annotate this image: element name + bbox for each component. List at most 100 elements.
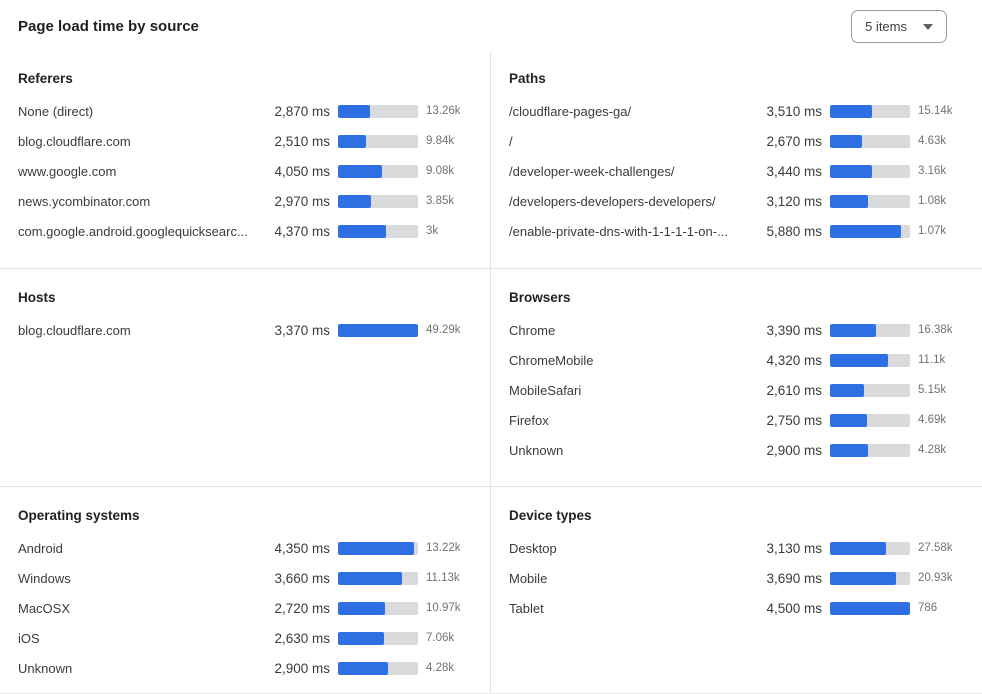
row-label: www.google.com: [18, 163, 117, 179]
bar-fill: [338, 661, 389, 675]
row-count: 3.85k: [426, 195, 455, 207]
bar-fill: [830, 104, 873, 118]
bar-fill: [830, 443, 869, 457]
table-row[interactable]: blog.cloudflare.com 3,370 ms 49.29k: [18, 315, 472, 345]
row-count: 3.16k: [918, 165, 947, 177]
bar-fill: [830, 224, 902, 238]
table-row[interactable]: / 2,670 ms 4.63k: [509, 126, 964, 156]
row-ms-value: 4,370 ms: [274, 223, 330, 239]
row-ms-value: 2,610 ms: [766, 382, 822, 398]
row-label: Firefox: [509, 412, 549, 428]
items-count-value: 5 items: [865, 18, 907, 34]
bar-track: [338, 224, 418, 238]
table-row[interactable]: Chrome 3,390 ms 16.38k: [509, 315, 964, 345]
row-ms-value: 4,050 ms: [274, 163, 330, 179]
chevron-down-icon: [923, 24, 933, 30]
panel-browsers: Browsers Chrome 3,390 ms 16.38k ChromeMo…: [491, 268, 982, 486]
panel-title: Referers: [18, 71, 73, 86]
table-row[interactable]: Windows 3,660 ms 11.13k: [18, 563, 472, 593]
row-label: Unknown: [18, 660, 73, 676]
row-count: 27.58k: [918, 542, 953, 554]
table-row[interactable]: Firefox 2,750 ms 4.69k: [509, 405, 964, 435]
table-row[interactable]: blog.cloudflare.com 2,510 ms 9.84k: [18, 126, 472, 156]
panel-operating-systems: Operating systems Android 4,350 ms 13.22…: [0, 486, 491, 694]
table-row[interactable]: Mobile 3,690 ms 20.93k: [509, 563, 964, 593]
bar-track: [338, 541, 418, 555]
bar-track: [830, 224, 910, 238]
row-label: Unknown: [509, 442, 564, 458]
bar-fill: [338, 194, 371, 208]
bar-track: [338, 601, 418, 615]
panel-title: Operating systems: [18, 508, 140, 523]
row-label: None (direct): [18, 103, 94, 119]
table-row[interactable]: www.google.com 4,050 ms 9.08k: [18, 156, 472, 186]
row-label: MobileSafari: [509, 382, 582, 398]
row-count: 11.1k: [918, 354, 946, 366]
row-count: 4.28k: [426, 662, 455, 674]
table-row[interactable]: /developers-developers-developers/ 3,120…: [509, 186, 964, 216]
row-label: blog.cloudflare.com: [18, 133, 131, 149]
panel-title: Browsers: [509, 290, 571, 305]
bar-track: [338, 323, 418, 337]
widget-header: Page load time by source 5 items: [0, 0, 982, 52]
row-label: Android: [18, 540, 63, 556]
bar-fill: [830, 323, 876, 337]
table-row[interactable]: Unknown 2,900 ms 4.28k: [509, 435, 964, 465]
row-count: 9.08k: [426, 165, 455, 177]
table-row[interactable]: None (direct) 2,870 ms 13.26k: [18, 96, 472, 126]
row-ms-value: 3,390 ms: [766, 322, 822, 338]
bar-track: [830, 443, 910, 457]
bar-fill: [338, 541, 414, 555]
bar-track: [338, 194, 418, 208]
row-count: 1.07k: [918, 225, 947, 237]
row-ms-value: 2,900 ms: [766, 442, 822, 458]
table-row[interactable]: Desktop 3,130 ms 27.58k: [509, 533, 964, 563]
table-row[interactable]: news.ycombinator.com 2,970 ms 3.85k: [18, 186, 472, 216]
row-count: 4.69k: [918, 414, 947, 426]
bar-fill: [338, 224, 386, 238]
row-ms-value: 4,320 ms: [766, 352, 822, 368]
row-label: /: [509, 133, 513, 149]
row-label: /developers-developers-developers/: [509, 193, 716, 209]
row-ms-value: 2,720 ms: [274, 600, 330, 616]
bar-track: [830, 104, 910, 118]
table-row[interactable]: Android 4,350 ms 13.22k: [18, 533, 472, 563]
bar-track: [830, 194, 910, 208]
table-row[interactable]: Unknown 2,900 ms 4.28k: [18, 653, 472, 683]
row-ms-value: 2,970 ms: [274, 193, 330, 209]
row-ms-value: 5,880 ms: [766, 223, 822, 239]
row-ms-value: 3,120 ms: [766, 193, 822, 209]
table-row[interactable]: com.google.android.googlequicksearc... 4…: [18, 216, 472, 246]
bar-track: [830, 601, 910, 615]
row-ms-value: 4,350 ms: [274, 540, 330, 556]
row-label: iOS: [18, 630, 40, 646]
row-count: 20.93k: [918, 572, 953, 584]
row-label: MacOSX: [18, 600, 71, 616]
table-row[interactable]: ChromeMobile 4,320 ms 11.1k: [509, 345, 964, 375]
table-row[interactable]: MacOSX 2,720 ms 10.97k: [18, 593, 472, 623]
table-row[interactable]: MobileSafari 2,610 ms 5.15k: [509, 375, 964, 405]
table-row[interactable]: /cloudflare-pages-ga/ 3,510 ms 15.14k: [509, 96, 964, 126]
panel-title: Device types: [509, 508, 592, 523]
items-count-dropdown[interactable]: 5 items: [851, 9, 947, 43]
row-count: 13.26k: [426, 105, 461, 117]
bar-fill: [830, 353, 888, 367]
row-ms-value: 3,510 ms: [766, 103, 822, 119]
row-count: 5.15k: [918, 384, 947, 396]
table-row[interactable]: Tablet 4,500 ms 786: [509, 593, 964, 623]
bar-track: [830, 164, 910, 178]
bar-track: [830, 353, 910, 367]
row-label: com.google.android.googlequicksearc...: [18, 223, 248, 239]
bar-track: [830, 134, 910, 148]
bar-fill: [830, 601, 910, 615]
row-label: news.ycombinator.com: [18, 193, 151, 209]
bar-fill: [338, 571, 402, 585]
table-row[interactable]: iOS 2,630 ms 7.06k: [18, 623, 472, 653]
row-count: 11.13k: [426, 572, 460, 584]
table-row[interactable]: /developer-week-challenges/ 3,440 ms 3.1…: [509, 156, 964, 186]
bar-fill: [830, 194, 868, 208]
table-row[interactable]: /enable-private-dns-with-1-1-1-1-on-... …: [509, 216, 964, 246]
row-count: 4.28k: [918, 444, 947, 456]
row-ms-value: 3,660 ms: [274, 570, 330, 586]
